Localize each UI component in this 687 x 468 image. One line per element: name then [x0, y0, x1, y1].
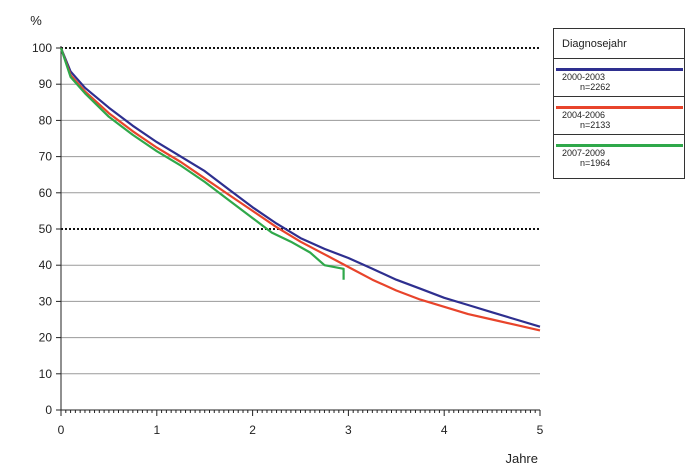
legend-title: Diagnosejahr [562, 38, 627, 50]
legend-label-2000-2003: 2000-2003 [562, 72, 606, 82]
legend-n-2000-2003: n=2262 [580, 82, 611, 92]
legend-entry-2000-2003: 2000-2003 n=2262 [554, 58, 684, 96]
legend-divider [554, 134, 684, 135]
legend-divider [554, 96, 684, 97]
y-tick-label: 20 [39, 331, 53, 345]
y-tick-label: 80 [39, 113, 53, 127]
legend: Diagnosejahr 2000-2003 n=2262 2004-2006 … [553, 28, 685, 179]
y-axis-label: % [30, 13, 42, 28]
x-tick-label: 4 [441, 423, 448, 437]
y-tick-label: 30 [39, 294, 53, 308]
y-tick-label: 40 [39, 258, 53, 272]
legend-n-2007-2009: n=1964 [580, 158, 611, 168]
series-lines [59, 47, 541, 332]
legend-label-2007-2009: 2007-2009 [562, 148, 606, 158]
series-line-2000-2003 [59, 47, 541, 328]
legend-entry-2004-2006: 2004-2006 n=2133 [554, 96, 684, 134]
y-tick-label: 50 [39, 222, 53, 236]
gridlines [61, 47, 540, 375]
legend-swatch-2004-2006 [556, 106, 683, 109]
y-tick-label: 0 [45, 403, 52, 417]
x-tick-label: 2 [249, 423, 256, 437]
legend-entry-2007-2009: 2007-2009 n=1964 [554, 134, 684, 172]
x-tick-label: 3 [345, 423, 352, 437]
legend-swatch-2007-2009 [556, 144, 683, 147]
legend-swatch-2000-2003 [556, 68, 683, 71]
x-tick-label: 1 [153, 423, 160, 437]
x-axis-label: Jahre [505, 451, 538, 466]
series-line-2007-2009 [59, 47, 345, 280]
legend-divider [554, 58, 684, 59]
x-tick-label: 0 [58, 423, 65, 437]
y-tick-label: 90 [39, 77, 53, 91]
y-tick-label: 100 [32, 41, 52, 55]
y-tick-label: 70 [39, 150, 53, 164]
axes: 0 10 20 30 40 50 60 70 80 90 100 0 1 2 3 4 5 [32, 41, 544, 437]
series-line-2004-2006 [59, 47, 541, 332]
legend-label-2004-2006: 2004-2006 [562, 110, 606, 120]
legend-n-2004-2006: n=2133 [580, 120, 611, 130]
y-tick-label: 60 [39, 186, 53, 200]
y-tick-label: 10 [39, 367, 53, 381]
x-tick-label: 5 [537, 423, 544, 437]
